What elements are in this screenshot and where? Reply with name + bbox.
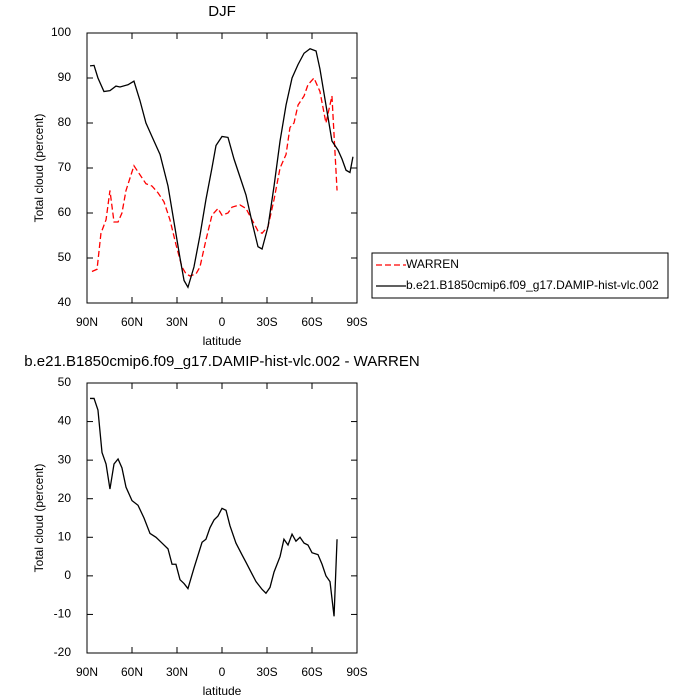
y-tick-label: 0 xyxy=(64,568,71,582)
x-tick-label: 60S xyxy=(301,665,322,679)
legend-label: b.e21.B1850cmip6.f09_g17.DAMIP-hist-vlc.… xyxy=(406,278,659,292)
x-axis-label: latitude xyxy=(203,684,242,698)
x-tick-label: 60N xyxy=(121,315,143,329)
x-tick-label: 30S xyxy=(256,665,277,679)
x-tick-label: 90S xyxy=(346,315,367,329)
chart-title: DJF xyxy=(208,3,236,20)
legend-box xyxy=(371,252,669,299)
data-line xyxy=(90,397,338,617)
x-tick-label: 30N xyxy=(166,315,188,329)
x-tick-label: 60N xyxy=(121,665,143,679)
y-tick-label: 60 xyxy=(58,205,72,219)
x-tick-label: 0 xyxy=(219,315,226,329)
x-tick-label: 0 xyxy=(219,665,226,679)
y-axis-label: Total cloud (percent) xyxy=(32,464,46,573)
y-tick-label: 90 xyxy=(58,70,72,84)
data-line xyxy=(89,48,354,289)
y-tick-label: 100 xyxy=(51,25,71,39)
y-tick-label: 10 xyxy=(58,529,72,543)
y-axis-label: Total cloud (percent) xyxy=(32,114,46,223)
x-axis-label: latitude xyxy=(203,334,242,348)
x-tick-label: 90N xyxy=(76,665,98,679)
y-tick-label: 50 xyxy=(58,250,72,264)
x-tick-label: 90N xyxy=(76,315,98,329)
y-tick-label: -10 xyxy=(54,607,72,621)
x-tick-label: 30N xyxy=(166,665,188,679)
y-tick-label: 40 xyxy=(58,295,72,309)
chart-title: b.e21.B1850cmip6.f09_g17.DAMIP-hist-vlc.… xyxy=(24,353,419,370)
y-tick-label: 80 xyxy=(58,115,72,129)
legend-label: WARREN xyxy=(406,257,459,271)
y-tick-label: -20 xyxy=(54,645,72,659)
x-tick-label: 90S xyxy=(346,665,367,679)
y-tick-label: 40 xyxy=(58,414,72,428)
plot-frame xyxy=(86,382,358,654)
y-tick-label: 20 xyxy=(58,491,72,505)
y-tick-label: 50 xyxy=(58,375,72,389)
y-tick-label: 30 xyxy=(58,452,72,466)
y-tick-label: 70 xyxy=(58,160,72,174)
data-line xyxy=(91,76,338,277)
plot-frame xyxy=(86,32,358,304)
x-tick-label: 60S xyxy=(301,315,322,329)
x-tick-label: 30S xyxy=(256,315,277,329)
